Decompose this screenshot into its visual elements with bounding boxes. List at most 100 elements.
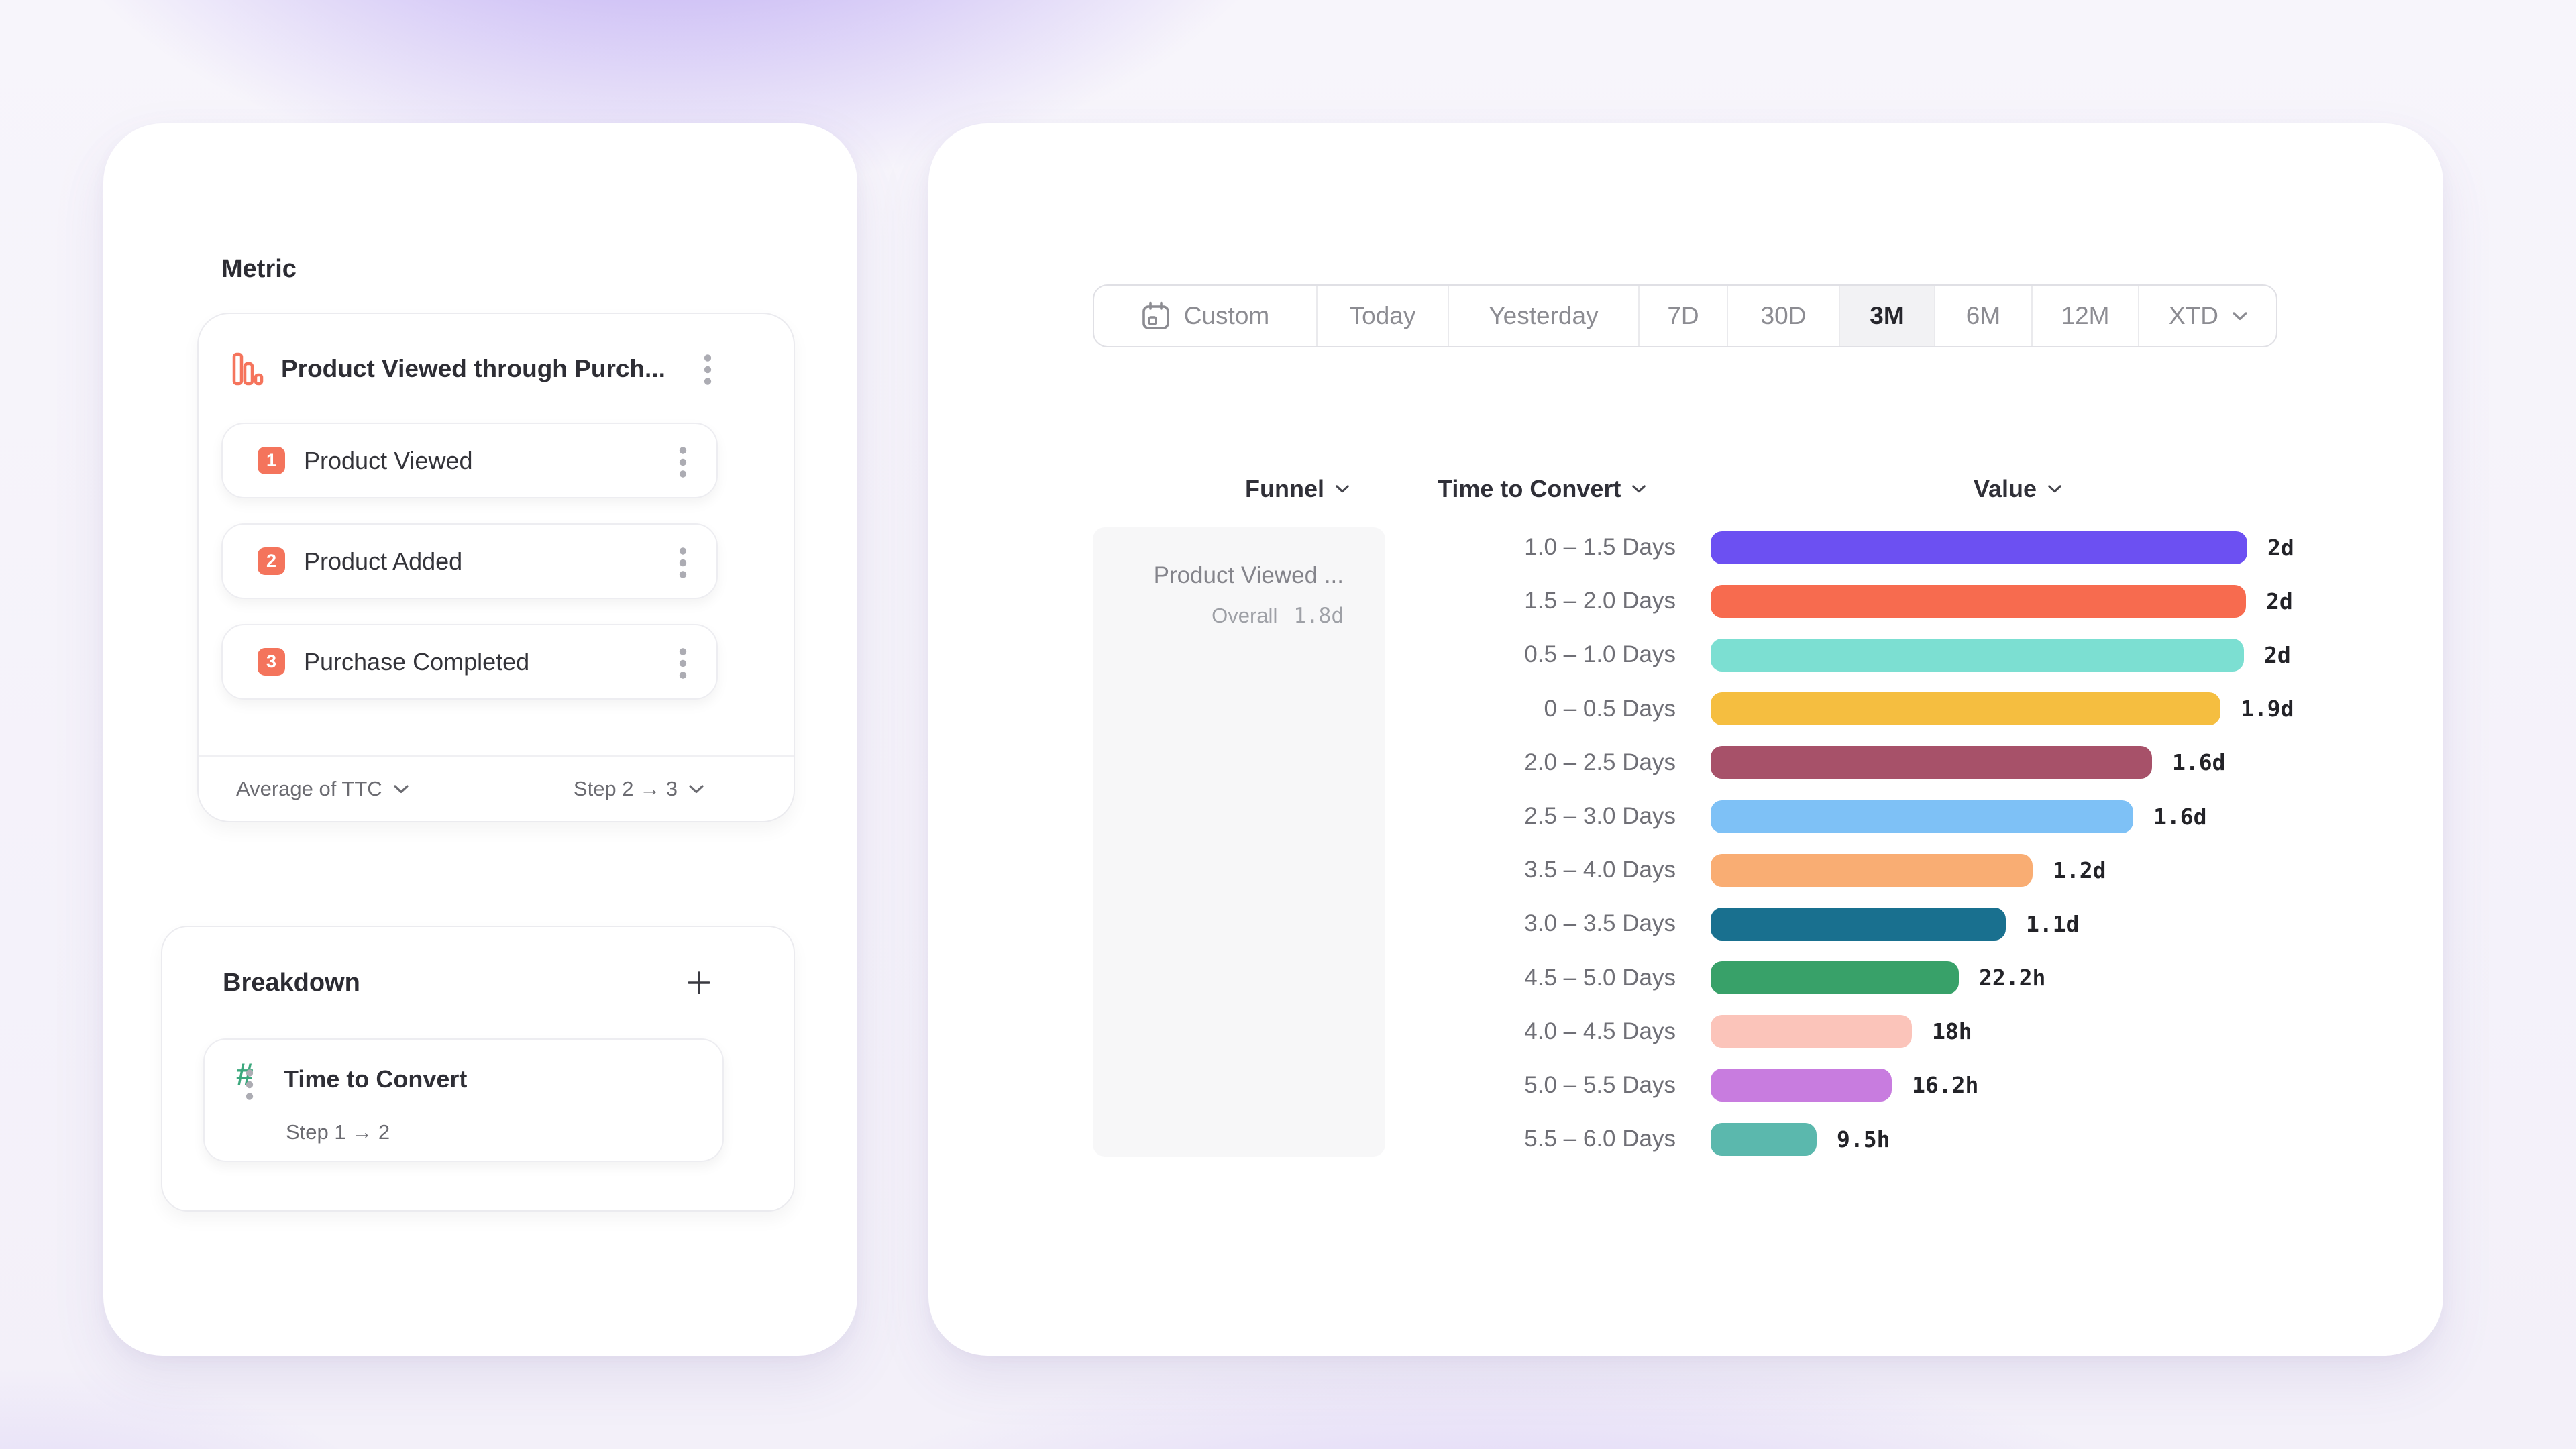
aggregation-label: Average of TTC	[236, 777, 382, 800]
bar-category-label: 0.5 – 1.0 Days	[1524, 641, 1676, 668]
funnel-step-row[interactable]: 3 Purchase Completed	[221, 624, 718, 700]
bar[interactable]	[1711, 1015, 1912, 1049]
step-number-badge: 1	[258, 447, 285, 474]
bar[interactable]	[1711, 584, 2246, 618]
date-range-tab[interactable]: Today	[1318, 286, 1449, 346]
kebab-menu-icon[interactable]	[679, 447, 687, 478]
column-header-time-to-convert[interactable]: Time to Convert	[1438, 475, 1646, 503]
chart-row: 1.0 – 1.5 Days 2d	[1434, 521, 2427, 574]
step-event-label: Product Viewed	[304, 446, 473, 474]
metric-card: Product Viewed through Purch... 1 Produc…	[197, 313, 795, 822]
bar[interactable]	[1711, 746, 2152, 780]
bar-value-label: 1.2d	[2053, 857, 2106, 883]
metric-footer: Average of TTC Step 2 → 3	[199, 755, 794, 821]
date-range-tab[interactable]: 12M	[2033, 286, 2139, 346]
bar-category-label: 2.0 – 2.5 Days	[1524, 749, 1676, 775]
bar-category-label: 4.0 – 4.5 Days	[1524, 1018, 1676, 1044]
date-range-tab[interactable]: Custom	[1094, 286, 1318, 346]
bar-value-label: 1.6d	[2172, 749, 2226, 776]
chart-row: 0.5 – 1.0 Days 2d	[1434, 628, 2427, 682]
breakdown-item-label: Time to Convert	[284, 1065, 468, 1093]
chevron-down-icon	[2048, 485, 2061, 493]
bar[interactable]	[1711, 907, 2006, 941]
bar-category-label: 3.0 – 3.5 Days	[1524, 910, 1676, 937]
chevron-down-icon	[1336, 485, 1349, 493]
breakdown-title: Breakdown	[223, 968, 360, 997]
bar-value-label: 9.5h	[1837, 1126, 1890, 1152]
column-header-funnel[interactable]: Funnel	[1197, 475, 1398, 503]
chart-row: 5.0 – 5.5 Days 16.2h	[1434, 1059, 2427, 1112]
column-header-value[interactable]: Value	[1974, 475, 2062, 503]
kebab-menu-icon[interactable]	[246, 1069, 694, 1100]
chevron-down-icon	[394, 784, 409, 793]
chart-row: 2.5 – 3.0 Days 1.6d	[1434, 790, 2427, 843]
bar-category-label: 3.5 – 4.0 Days	[1524, 857, 1676, 883]
overall-label: Overall	[1212, 604, 1278, 627]
date-range-tab[interactable]: 30D	[1728, 286, 1840, 346]
bar-value-label: 1.9d	[2241, 696, 2294, 722]
kebab-menu-icon[interactable]	[679, 547, 687, 578]
bar[interactable]	[1711, 961, 1959, 995]
bar[interactable]	[1711, 692, 2220, 726]
bar-category-label: 1.5 – 2.0 Days	[1524, 588, 1676, 614]
chart-row: 1.5 – 2.0 Days 2d	[1434, 574, 2427, 628]
bar-chart: 1.0 – 1.5 Days 2d 1.5 – 2.0 Days 2d 0.5 …	[1434, 521, 2427, 1166]
overall-value: 1.8d	[1293, 604, 1344, 628]
bar[interactable]	[1711, 638, 2244, 672]
funnel-row-cell[interactable]: Product Viewed ... Overall 1.8d	[1093, 527, 1385, 1157]
bar-value-label: 2d	[2266, 588, 2293, 614]
bar-category-label: 2.5 – 3.0 Days	[1524, 803, 1676, 830]
bar-value-label: 18h	[1932, 1018, 1972, 1045]
date-range-tab[interactable]: XTD	[2139, 286, 2276, 346]
step-event-label: Purchase Completed	[304, 647, 530, 676]
date-range-tab[interactable]: 7D	[1640, 286, 1728, 346]
step-number-badge: 3	[258, 648, 285, 676]
funnel-chart-icon	[232, 352, 264, 386]
aggregation-dropdown[interactable]: Average of TTC	[236, 777, 409, 801]
date-range-tab[interactable]: Yesterday	[1449, 286, 1640, 346]
bar[interactable]	[1711, 853, 2033, 887]
chevron-down-icon	[689, 784, 704, 793]
bar-value-label: 2d	[2267, 534, 2294, 561]
date-range-tab[interactable]: 6M	[1935, 286, 2033, 346]
bar-value-label: 16.2h	[1912, 1072, 1979, 1099]
bar-category-label: 4.5 – 5.0 Days	[1524, 964, 1676, 991]
kebab-menu-icon[interactable]	[679, 648, 687, 679]
breakdown-card: Breakdown # Time to Convert Step 1 → 2	[161, 926, 795, 1212]
kebab-menu-icon[interactable]	[704, 354, 712, 385]
breakdown-item-steps: Step 1 → 2	[286, 1120, 390, 1144]
add-breakdown-button[interactable]	[685, 969, 713, 997]
bar-category-label: 0 – 0.5 Days	[1544, 695, 1676, 722]
calendar-icon	[1142, 301, 1169, 329]
report-panel: Custom Today Yesterday 7D 30D 3M 6M 12M	[928, 123, 2443, 1356]
chevron-down-icon	[1632, 485, 1646, 493]
bar-category-label: 5.5 – 6.0 Days	[1524, 1126, 1676, 1152]
chart-row: 0 – 0.5 Days 1.9d	[1434, 682, 2427, 736]
metric-header-row[interactable]: Product Viewed through Purch...	[199, 314, 794, 424]
plus-icon	[688, 971, 710, 994]
bar-category-label: 5.0 – 5.5 Days	[1524, 1071, 1676, 1098]
bar-category-label: 1.0 – 1.5 Days	[1524, 534, 1676, 561]
bar[interactable]	[1711, 531, 2247, 564]
funnel-name: Product Viewed ...	[1153, 562, 1344, 588]
step-range-dropdown[interactable]: Step 2 → 3	[574, 777, 704, 801]
metric-name: Product Viewed through Purch...	[281, 355, 665, 382]
bar[interactable]	[1711, 1069, 1892, 1102]
funnel-step-row[interactable]: 2 Product Added	[221, 523, 718, 599]
step-event-label: Product Added	[304, 547, 463, 575]
query-builder-panel: Metric Product Viewed through Purch...	[103, 123, 857, 1356]
bar[interactable]	[1711, 800, 2133, 833]
bar-value-label: 1.1d	[2026, 910, 2080, 937]
breakdown-item[interactable]: # Time to Convert Step 1 → 2	[203, 1038, 724, 1162]
bar-value-label: 2d	[2264, 641, 2291, 668]
funnel-step-row[interactable]: 1 Product Viewed	[221, 423, 718, 498]
step-number-badge: 2	[258, 547, 285, 575]
funnel-overall-row: Overall 1.8d	[1093, 604, 1344, 628]
chart-row: 3.0 – 3.5 Days 1.1d	[1434, 897, 2427, 951]
chart-row: 5.5 – 6.0 Days 9.5h	[1434, 1112, 2427, 1166]
date-range-tab[interactable]: 3M	[1840, 286, 1935, 346]
bar[interactable]	[1711, 1122, 1817, 1156]
chart-row: 3.5 – 4.0 Days 1.2d	[1434, 843, 2427, 897]
metric-section-title: Metric	[221, 255, 297, 283]
